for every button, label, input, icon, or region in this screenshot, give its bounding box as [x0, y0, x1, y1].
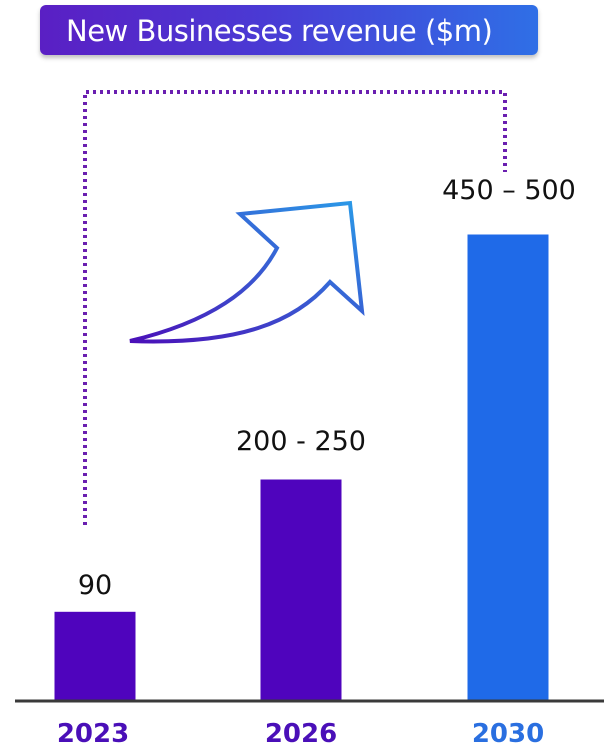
value-label-2026: 200 - 250: [236, 426, 366, 457]
x-tick-label-2023: 2023: [57, 719, 129, 749]
bar-2023: [54, 611, 136, 700]
growth-arrow-icon: [129, 200, 365, 344]
value-label-2030: 450 – 500: [442, 175, 576, 206]
x-tick-label-2026: 2026: [265, 719, 337, 749]
title-banner: [40, 5, 538, 55]
dotted-bracket-line: [83, 90, 507, 525]
value-label-2023: 90: [78, 570, 112, 601]
x-tick-label-2030: 2030: [472, 719, 544, 749]
chart-title: New Businesses revenue ($m): [66, 14, 493, 48]
bar-2030: [467, 234, 549, 700]
bar-2026: [260, 479, 342, 700]
